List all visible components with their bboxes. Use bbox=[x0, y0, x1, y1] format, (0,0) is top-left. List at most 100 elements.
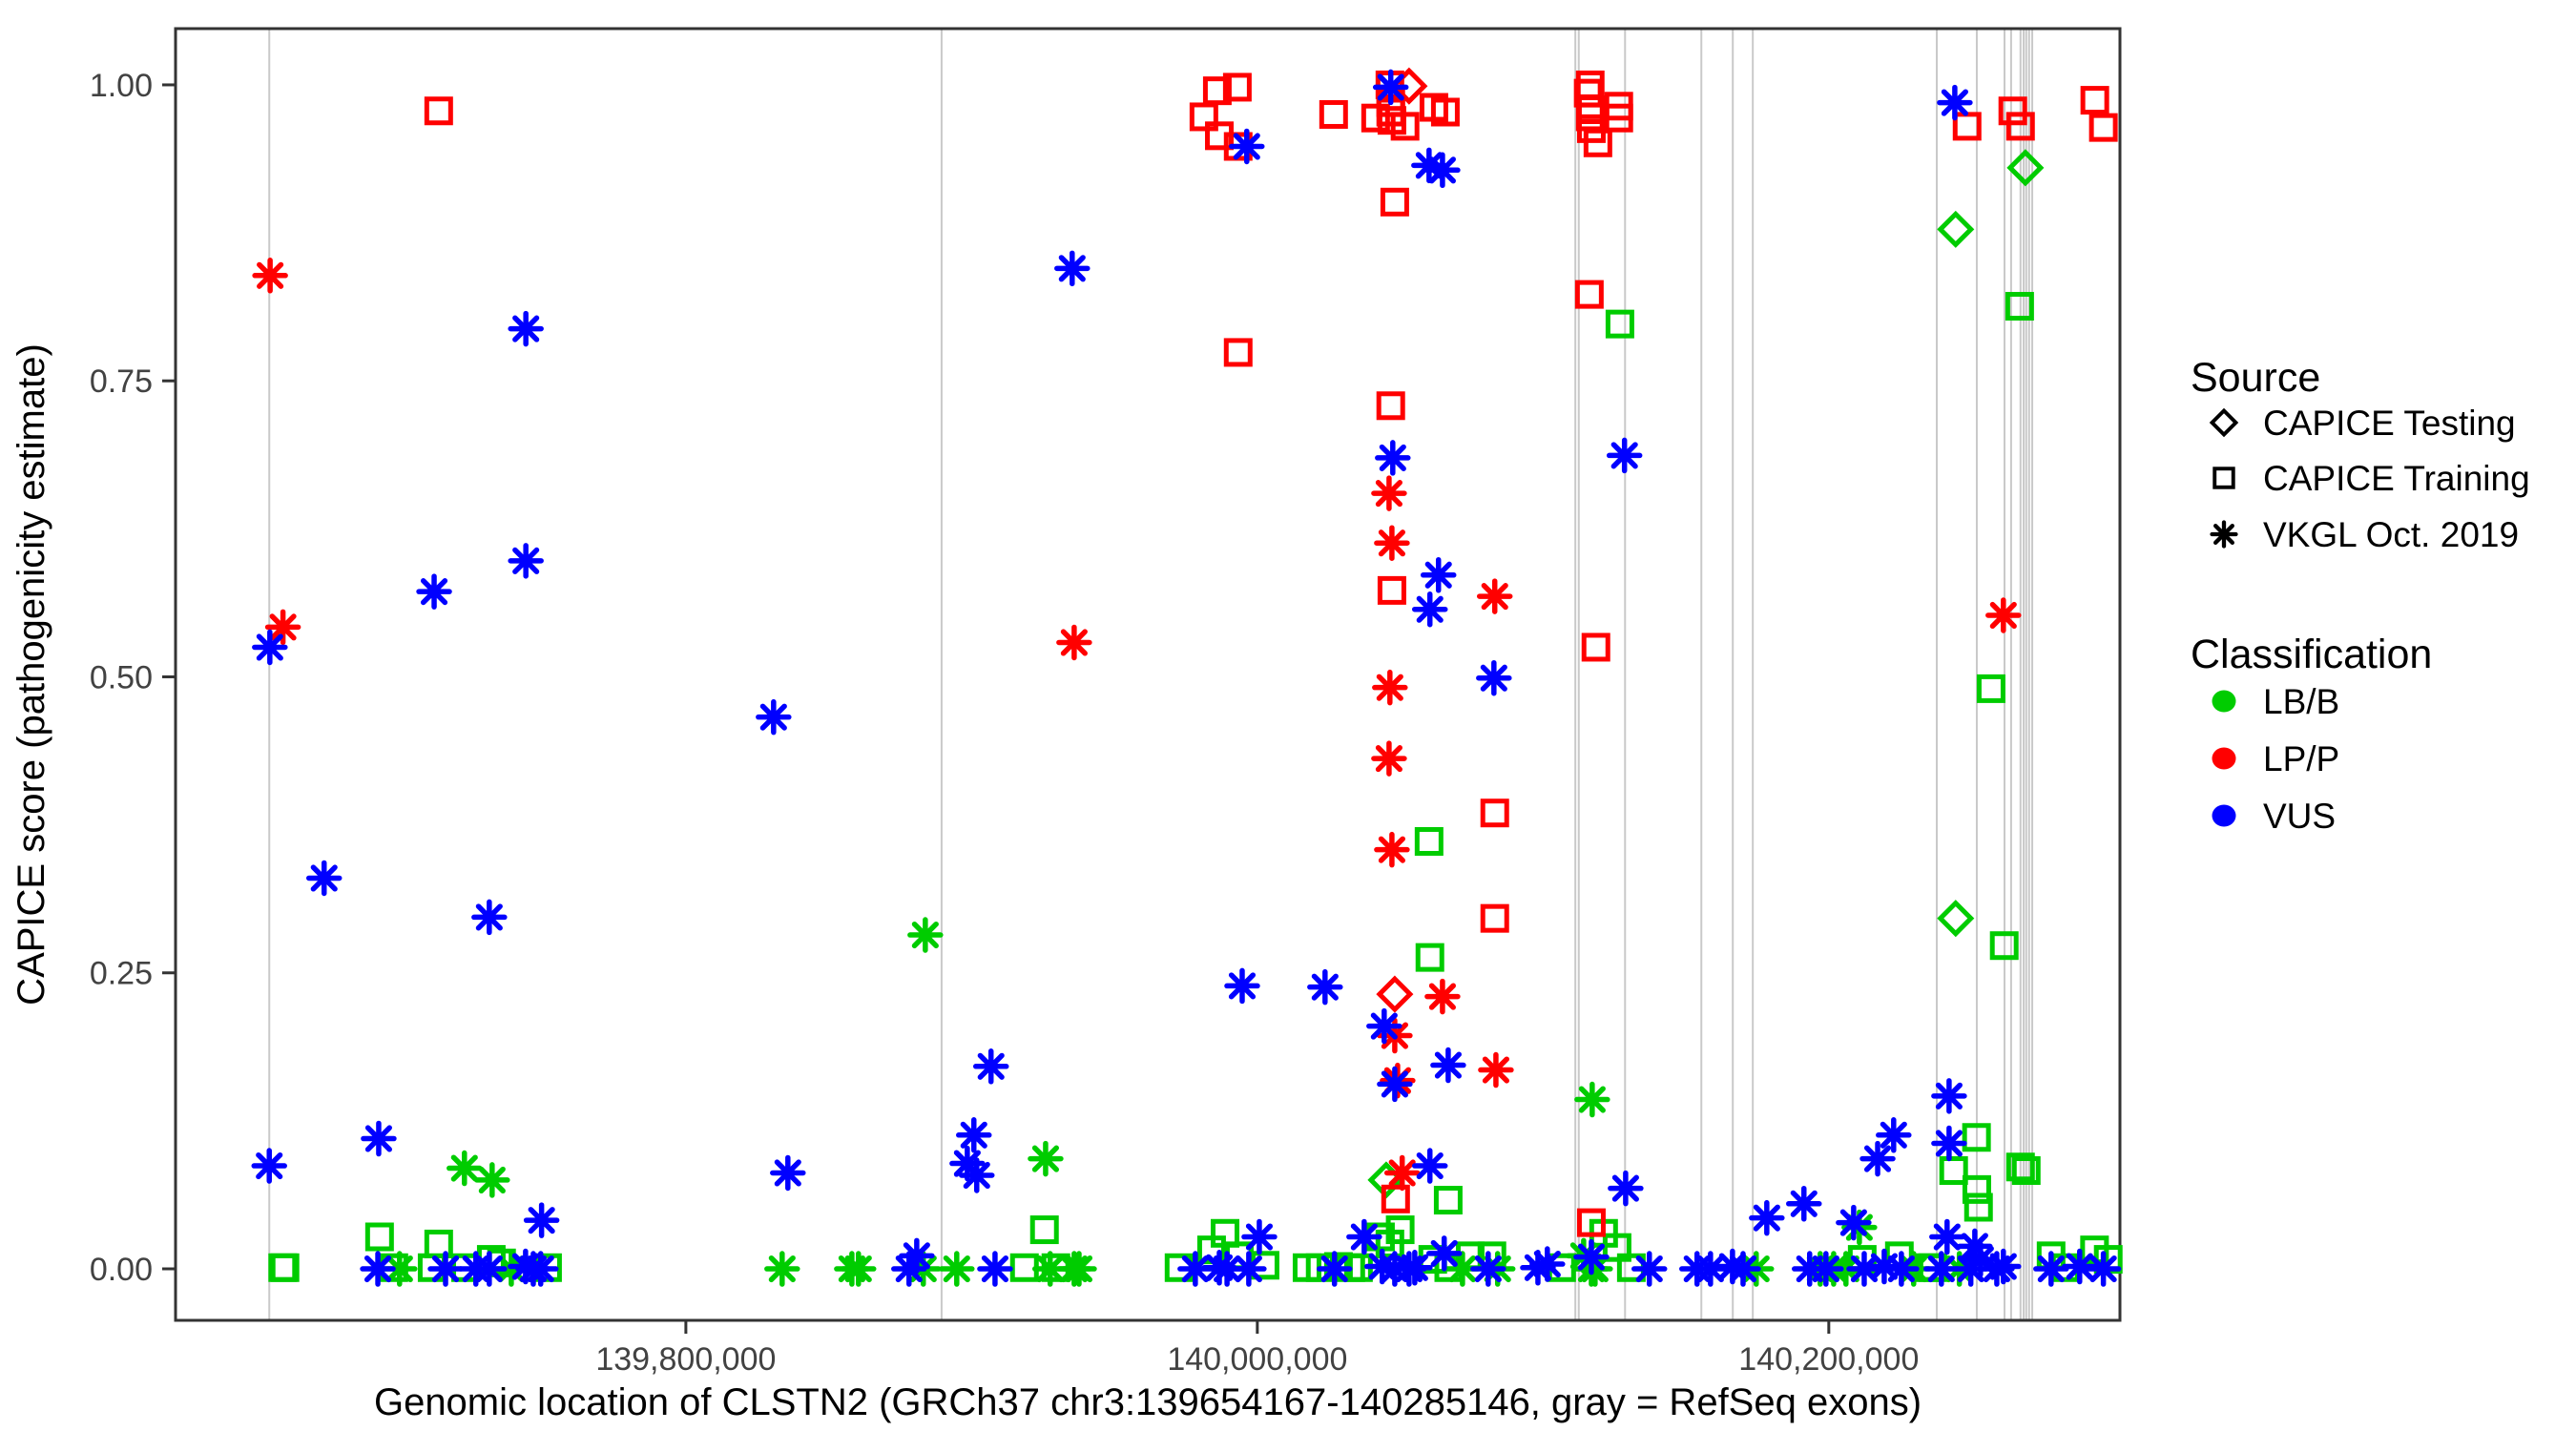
point-square bbox=[1962, 1123, 1991, 1152]
point-asterisk bbox=[1411, 1148, 1448, 1184]
point-square bbox=[2005, 112, 2035, 141]
point-square bbox=[1029, 1215, 1059, 1245]
series-capice-testing-lb-b bbox=[1367, 149, 2045, 1199]
point-square bbox=[1962, 1174, 1991, 1204]
point-asterisk bbox=[1693, 1251, 1729, 1287]
point-diamond bbox=[2006, 149, 2045, 187]
point-asterisk bbox=[382, 1251, 418, 1287]
point-asterisk bbox=[2062, 1248, 2098, 1285]
point-asterisk bbox=[523, 1202, 560, 1238]
point-asterisk bbox=[939, 1251, 975, 1287]
point-square bbox=[1361, 103, 1390, 133]
point-asterisk bbox=[1177, 1251, 1214, 1287]
point-asterisk bbox=[1859, 1140, 1896, 1177]
legend-item-capice-testing: CAPICE Testing bbox=[2209, 404, 2516, 443]
point-asterisk bbox=[474, 1162, 510, 1198]
point-asterisk bbox=[416, 573, 452, 610]
legend-item-label: LB/B bbox=[2263, 682, 2339, 721]
refseq-exon-lines bbox=[268, 29, 2034, 1320]
point-asterisk bbox=[1957, 1228, 1993, 1265]
point-asterisk bbox=[1209, 1251, 1245, 1287]
point-asterisk bbox=[305, 860, 343, 897]
point-asterisk bbox=[770, 1154, 806, 1192]
y-tick-label: 0.75 bbox=[90, 363, 153, 400]
point-asterisk bbox=[508, 310, 544, 347]
point-square bbox=[1939, 1156, 1968, 1186]
point-asterisk bbox=[251, 1148, 287, 1184]
point-square bbox=[1576, 95, 1606, 125]
point-asterisk bbox=[1383, 1154, 1421, 1192]
point-asterisk bbox=[1366, 1007, 1402, 1045]
point-asterisk bbox=[361, 1120, 397, 1157]
x-tick-label: 140,000,000 bbox=[1167, 1341, 1347, 1378]
point-square bbox=[1480, 798, 1509, 828]
point-asterisk bbox=[1444, 1251, 1481, 1287]
point-asterisk bbox=[1883, 1251, 1920, 1287]
point-asterisk bbox=[1846, 1251, 1882, 1287]
point-square bbox=[1989, 931, 2019, 961]
point-asterisk bbox=[1056, 624, 1092, 661]
point-asterisk bbox=[1574, 1081, 1610, 1118]
point-asterisk bbox=[1808, 1251, 1844, 1287]
point-asterisk bbox=[1420, 557, 1457, 593]
axis-ticks: 139,800,000 140,000,000 140,200,000 0.00 0.2… bbox=[90, 68, 1920, 1378]
legend-color-dot bbox=[2212, 747, 2236, 770]
point-asterisk bbox=[1876, 1117, 1912, 1153]
point-asterisk bbox=[1374, 831, 1410, 868]
point-asterisk bbox=[1478, 1051, 1514, 1089]
point-square bbox=[2005, 1152, 2035, 1182]
point-asterisk bbox=[1631, 1251, 1668, 1287]
point-square bbox=[1576, 1208, 1606, 1237]
point-square bbox=[1480, 903, 1509, 933]
point-asterisk bbox=[1476, 659, 1512, 696]
point-square bbox=[2005, 292, 2034, 321]
point-asterisk bbox=[471, 1251, 508, 1287]
point-asterisk bbox=[907, 917, 944, 953]
point-asterisk bbox=[1307, 968, 1343, 1006]
point-asterisk bbox=[1061, 1251, 1097, 1287]
y-tick-label: 0.25 bbox=[90, 956, 153, 992]
point-asterisk bbox=[1470, 1251, 1506, 1287]
point-asterisk bbox=[1424, 978, 1461, 1015]
series-vkgl-oct-2019-vus bbox=[251, 69, 2122, 1287]
point-asterisk bbox=[2085, 1251, 2122, 1287]
x-tick-label: 139,800,000 bbox=[595, 1341, 776, 1378]
point-diamond bbox=[1937, 210, 1975, 248]
point-asterisk bbox=[956, 1117, 992, 1153]
point-asterisk bbox=[1371, 475, 1407, 511]
point-square bbox=[1581, 633, 1610, 662]
y-axis-title: CAPICE score (pathogenicity estimate) bbox=[10, 343, 52, 1006]
y-tick-label: 1.00 bbox=[90, 68, 153, 104]
point-diamond bbox=[2209, 407, 2239, 438]
point-asterisk bbox=[1923, 1251, 1960, 1287]
x-tick-label: 140,200,000 bbox=[1738, 1341, 1919, 1378]
point-square bbox=[1414, 826, 1444, 856]
point-asterisk bbox=[1375, 440, 1411, 476]
point-square bbox=[1963, 1192, 1993, 1222]
legend-item-vus: VUS bbox=[2212, 797, 2336, 836]
x-axis-title: Genomic location of CLSTN2 (GRCh37 chr3:… bbox=[374, 1381, 1922, 1423]
point-square bbox=[2080, 86, 2109, 115]
point-square bbox=[2212, 467, 2235, 489]
point-asterisk bbox=[1372, 69, 1409, 106]
series-capice-training-lb-b bbox=[268, 292, 2123, 1282]
legend-classification-title: Classification bbox=[2191, 632, 2432, 677]
point-square bbox=[1952, 112, 1982, 141]
point-asterisk bbox=[1529, 1246, 1566, 1282]
point-square bbox=[1998, 96, 2027, 126]
point-asterisk bbox=[1411, 591, 1448, 628]
legend-item-label: CAPICE Testing bbox=[2263, 404, 2516, 443]
point-asterisk bbox=[1577, 1251, 1613, 1287]
point-square bbox=[2011, 1156, 2041, 1186]
point-asterisk bbox=[1397, 1250, 1433, 1286]
point-square bbox=[1415, 943, 1444, 972]
point-asterisk bbox=[1371, 740, 1407, 777]
point-asterisk bbox=[1985, 597, 2022, 633]
legend-item-label: LP/P bbox=[2263, 739, 2339, 778]
point-asterisk bbox=[1476, 578, 1513, 614]
point-asterisk bbox=[1425, 1235, 1463, 1272]
point-asterisk bbox=[1374, 525, 1410, 561]
point-asterisk bbox=[1411, 147, 1447, 184]
